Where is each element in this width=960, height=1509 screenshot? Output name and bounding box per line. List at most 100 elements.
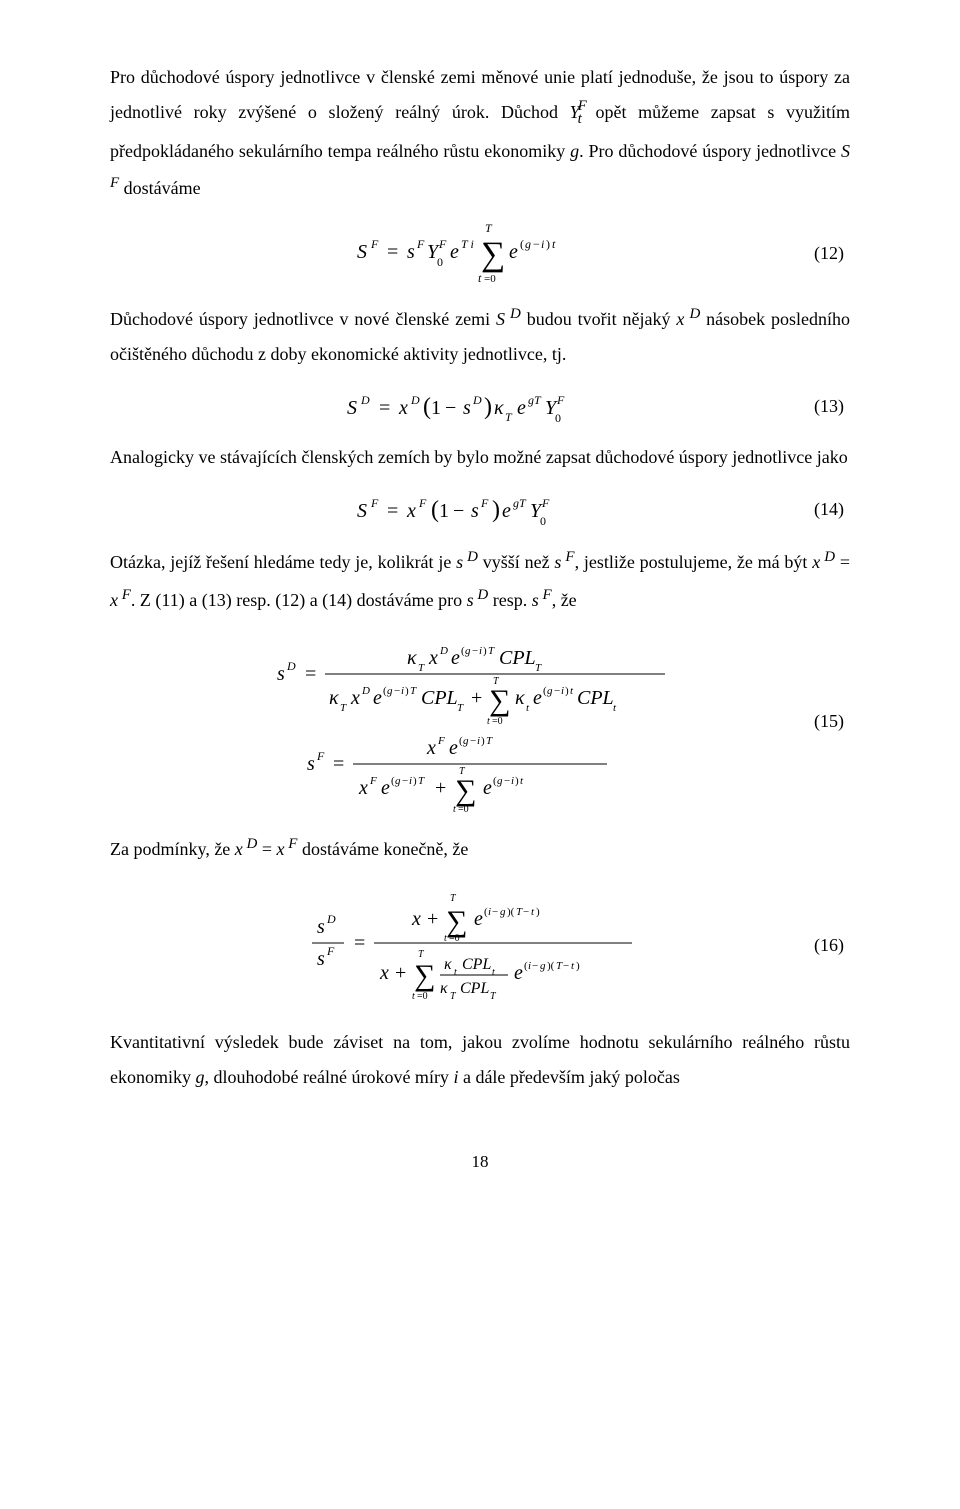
svg-text:+: + [471, 687, 482, 709]
svg-text:∑: ∑ [481, 236, 505, 273]
svg-text:κ: κ [515, 687, 525, 709]
svg-text:D: D [410, 393, 420, 407]
paragraph-4: Otázka, jejíž řešení hledáme tedy je, ko… [110, 543, 850, 617]
paragraph-5: Za podmínky, že x D = x F dostáváme kone… [110, 830, 850, 867]
svg-text:−: − [470, 735, 476, 747]
svg-text:g: g [387, 685, 393, 697]
svg-text:κ: κ [407, 647, 417, 669]
svg-text:=0: =0 [449, 933, 460, 944]
svg-text:F: F [418, 496, 427, 510]
svg-text:): ) [576, 960, 580, 972]
svg-text:F: F [370, 496, 379, 510]
text: , že [552, 590, 577, 610]
svg-text:s: s [317, 916, 325, 938]
svg-text:κ: κ [444, 956, 452, 973]
svg-text:gT: gT [528, 393, 542, 407]
svg-text:−: − [402, 775, 408, 787]
svg-text:T: T [486, 735, 493, 747]
math-inline: x D = x F [235, 839, 298, 859]
page-container: Pro důchodové úspory jednotlivce v člens… [0, 0, 960, 1509]
svg-text:S: S [347, 397, 357, 419]
svg-text:x: x [358, 777, 368, 799]
svg-text:i: i [477, 735, 480, 747]
svg-text:g: g [547, 685, 553, 697]
svg-text:t: t [454, 967, 457, 978]
svg-text:CPL: CPL [499, 647, 536, 669]
math-inline: S D [496, 309, 521, 329]
svg-text:F: F [369, 775, 377, 787]
equation-13: S D = x D ( 1 − s D ) κ T e gT Y F [110, 386, 850, 426]
svg-text:g: g [525, 237, 531, 251]
eq12-svg: S F = s F Y F 0 e T i ∑ T t =0 e ( [357, 220, 597, 286]
svg-text:e: e [450, 241, 459, 263]
svg-text:t: t [571, 960, 575, 972]
text: . Pro důchodové úspory jednotlivce [579, 141, 841, 161]
text: . Z (11) a (13) resp. (12) a (14) dostáv… [131, 590, 467, 610]
svg-text:T: T [490, 991, 497, 1002]
svg-text:s: s [307, 753, 315, 775]
eq14-svg: S F = x F ( 1 − s F ) e gT Y F 0 [357, 489, 597, 529]
svg-text:0: 0 [437, 255, 443, 269]
svg-text:i: i [528, 960, 531, 972]
svg-text:S: S [357, 500, 367, 522]
paragraph-1: Pro důchodové úspory jednotlivce v člens… [110, 60, 850, 206]
svg-text:T: T [340, 702, 347, 714]
eq-number: (14) [814, 499, 844, 519]
svg-text:x: x [350, 687, 360, 709]
text: , jestliže postulujeme, že má být [575, 552, 813, 572]
svg-text:t: t [412, 991, 415, 1002]
svg-text:t: t [453, 804, 456, 812]
text: a dále především jaký poločas [458, 1067, 679, 1087]
svg-text:i: i [409, 775, 412, 787]
svg-text:t: t [531, 906, 535, 918]
equation-16: s D s F = x + ∑ T t =0 e ( [110, 881, 850, 1011]
svg-text:): ) [405, 685, 409, 697]
svg-text:)(: )( [547, 960, 555, 972]
svg-text:e: e [483, 777, 492, 799]
svg-text:t: t [478, 271, 482, 285]
svg-text:(: ( [431, 497, 439, 523]
svg-text:F: F [438, 237, 447, 251]
svg-text:): ) [483, 645, 487, 657]
svg-text:t: t [444, 933, 447, 944]
text: Za podmínky, že [110, 839, 235, 859]
svg-text:e: e [502, 500, 511, 522]
eq-number: (15) [814, 711, 844, 731]
math-inline: g [196, 1067, 205, 1087]
svg-text:T: T [535, 662, 542, 674]
svg-text:F: F [326, 944, 335, 958]
svg-text:x: x [426, 737, 436, 759]
math-inline: x D [676, 309, 700, 329]
svg-text:T: T [505, 410, 513, 424]
svg-text:e: e [533, 687, 542, 709]
svg-text:−: − [563, 960, 569, 972]
svg-text:T: T [450, 991, 457, 1002]
svg-text:S: S [357, 241, 367, 263]
svg-text:−: − [445, 397, 456, 419]
svg-text:κ: κ [494, 397, 504, 419]
svg-text:e: e [514, 962, 523, 984]
svg-text:t: t [552, 237, 556, 251]
svg-text:F: F [416, 237, 425, 251]
math-inline: s D [467, 590, 489, 610]
math-inline: g [570, 141, 579, 161]
svg-text:T: T [485, 221, 493, 235]
text: resp. [488, 590, 532, 610]
svg-text:t: t [570, 685, 574, 697]
svg-text:1: 1 [431, 397, 441, 419]
text: Analogicky ve stávajících členských zemí… [110, 447, 848, 467]
svg-text:−: − [533, 237, 540, 251]
svg-text:t: t [613, 702, 617, 714]
svg-text:s: s [277, 663, 285, 685]
svg-text:∑: ∑ [455, 774, 476, 807]
svg-text:+: + [435, 777, 446, 799]
svg-text:e: e [451, 647, 460, 669]
svg-text:e: e [381, 777, 390, 799]
svg-text:e: e [474, 908, 483, 930]
svg-text:−: − [394, 685, 400, 697]
svg-text:=0: =0 [492, 716, 503, 727]
svg-text:s: s [471, 500, 479, 522]
svg-text:(: ( [423, 394, 431, 420]
eq15-svg: s D = κ T x D e ( g − i ) T [277, 632, 677, 812]
equation-12: S F = s F Y F 0 e T i ∑ T t =0 e ( [110, 220, 850, 286]
